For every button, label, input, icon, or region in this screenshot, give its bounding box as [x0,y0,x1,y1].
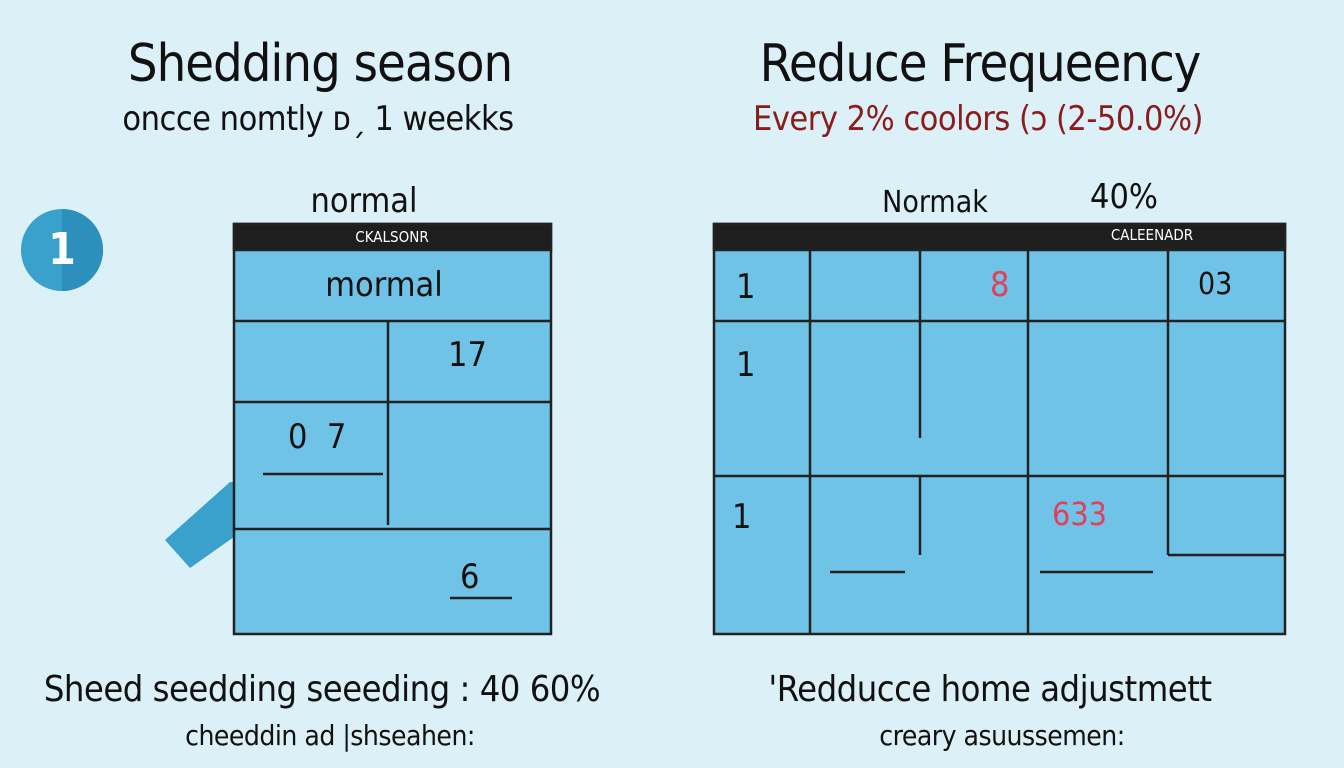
left-calendar-grid [232,222,553,636]
number-badge-icon [21,209,103,291]
right-cell: 8 [990,265,1010,305]
left-footer-title: Sheed seedding seeeding : 40 60% [43,669,601,710]
left-title: Shedding season [127,34,513,94]
right-cell: 1 [736,345,756,385]
right-calendar-label: Normak [882,185,988,220]
left-calendar-header: CKALSONR [355,228,429,246]
right-calendar-percent: 40% [1090,177,1158,217]
left-calendar-label: normal [310,181,418,221]
right-calendar-grid [712,222,1287,636]
right-cell: 1 [736,267,756,307]
right-footer-title: 'Redducce home adjustmett [768,669,1212,710]
right-title: Reduce Frequeency [759,34,1202,94]
right-subtitle: Every 2% coolors (ɔ (2-50.0%) [753,99,1204,139]
left-cell-row4: 6 [460,557,480,597]
left-footer-subtitle: cheeddin ad |shseahen: [185,719,475,752]
badge-number: 1 [48,224,76,275]
right-cell: 633 [1052,495,1107,533]
right-footer-subtitle: creary asuussemen: [879,719,1125,752]
right-calendar-header: CALEENADR [1110,226,1194,244]
right-cell: 1 [732,497,752,537]
left-subtitle: oncce nomtly ᴅˏ 1 weekks [122,99,514,139]
left-cell-row2: 17 [448,335,487,375]
left-cell-row1: mormal [325,265,443,305]
left-cell-row3: 0 7 [288,417,347,457]
right-cell: 03 [1198,267,1233,302]
